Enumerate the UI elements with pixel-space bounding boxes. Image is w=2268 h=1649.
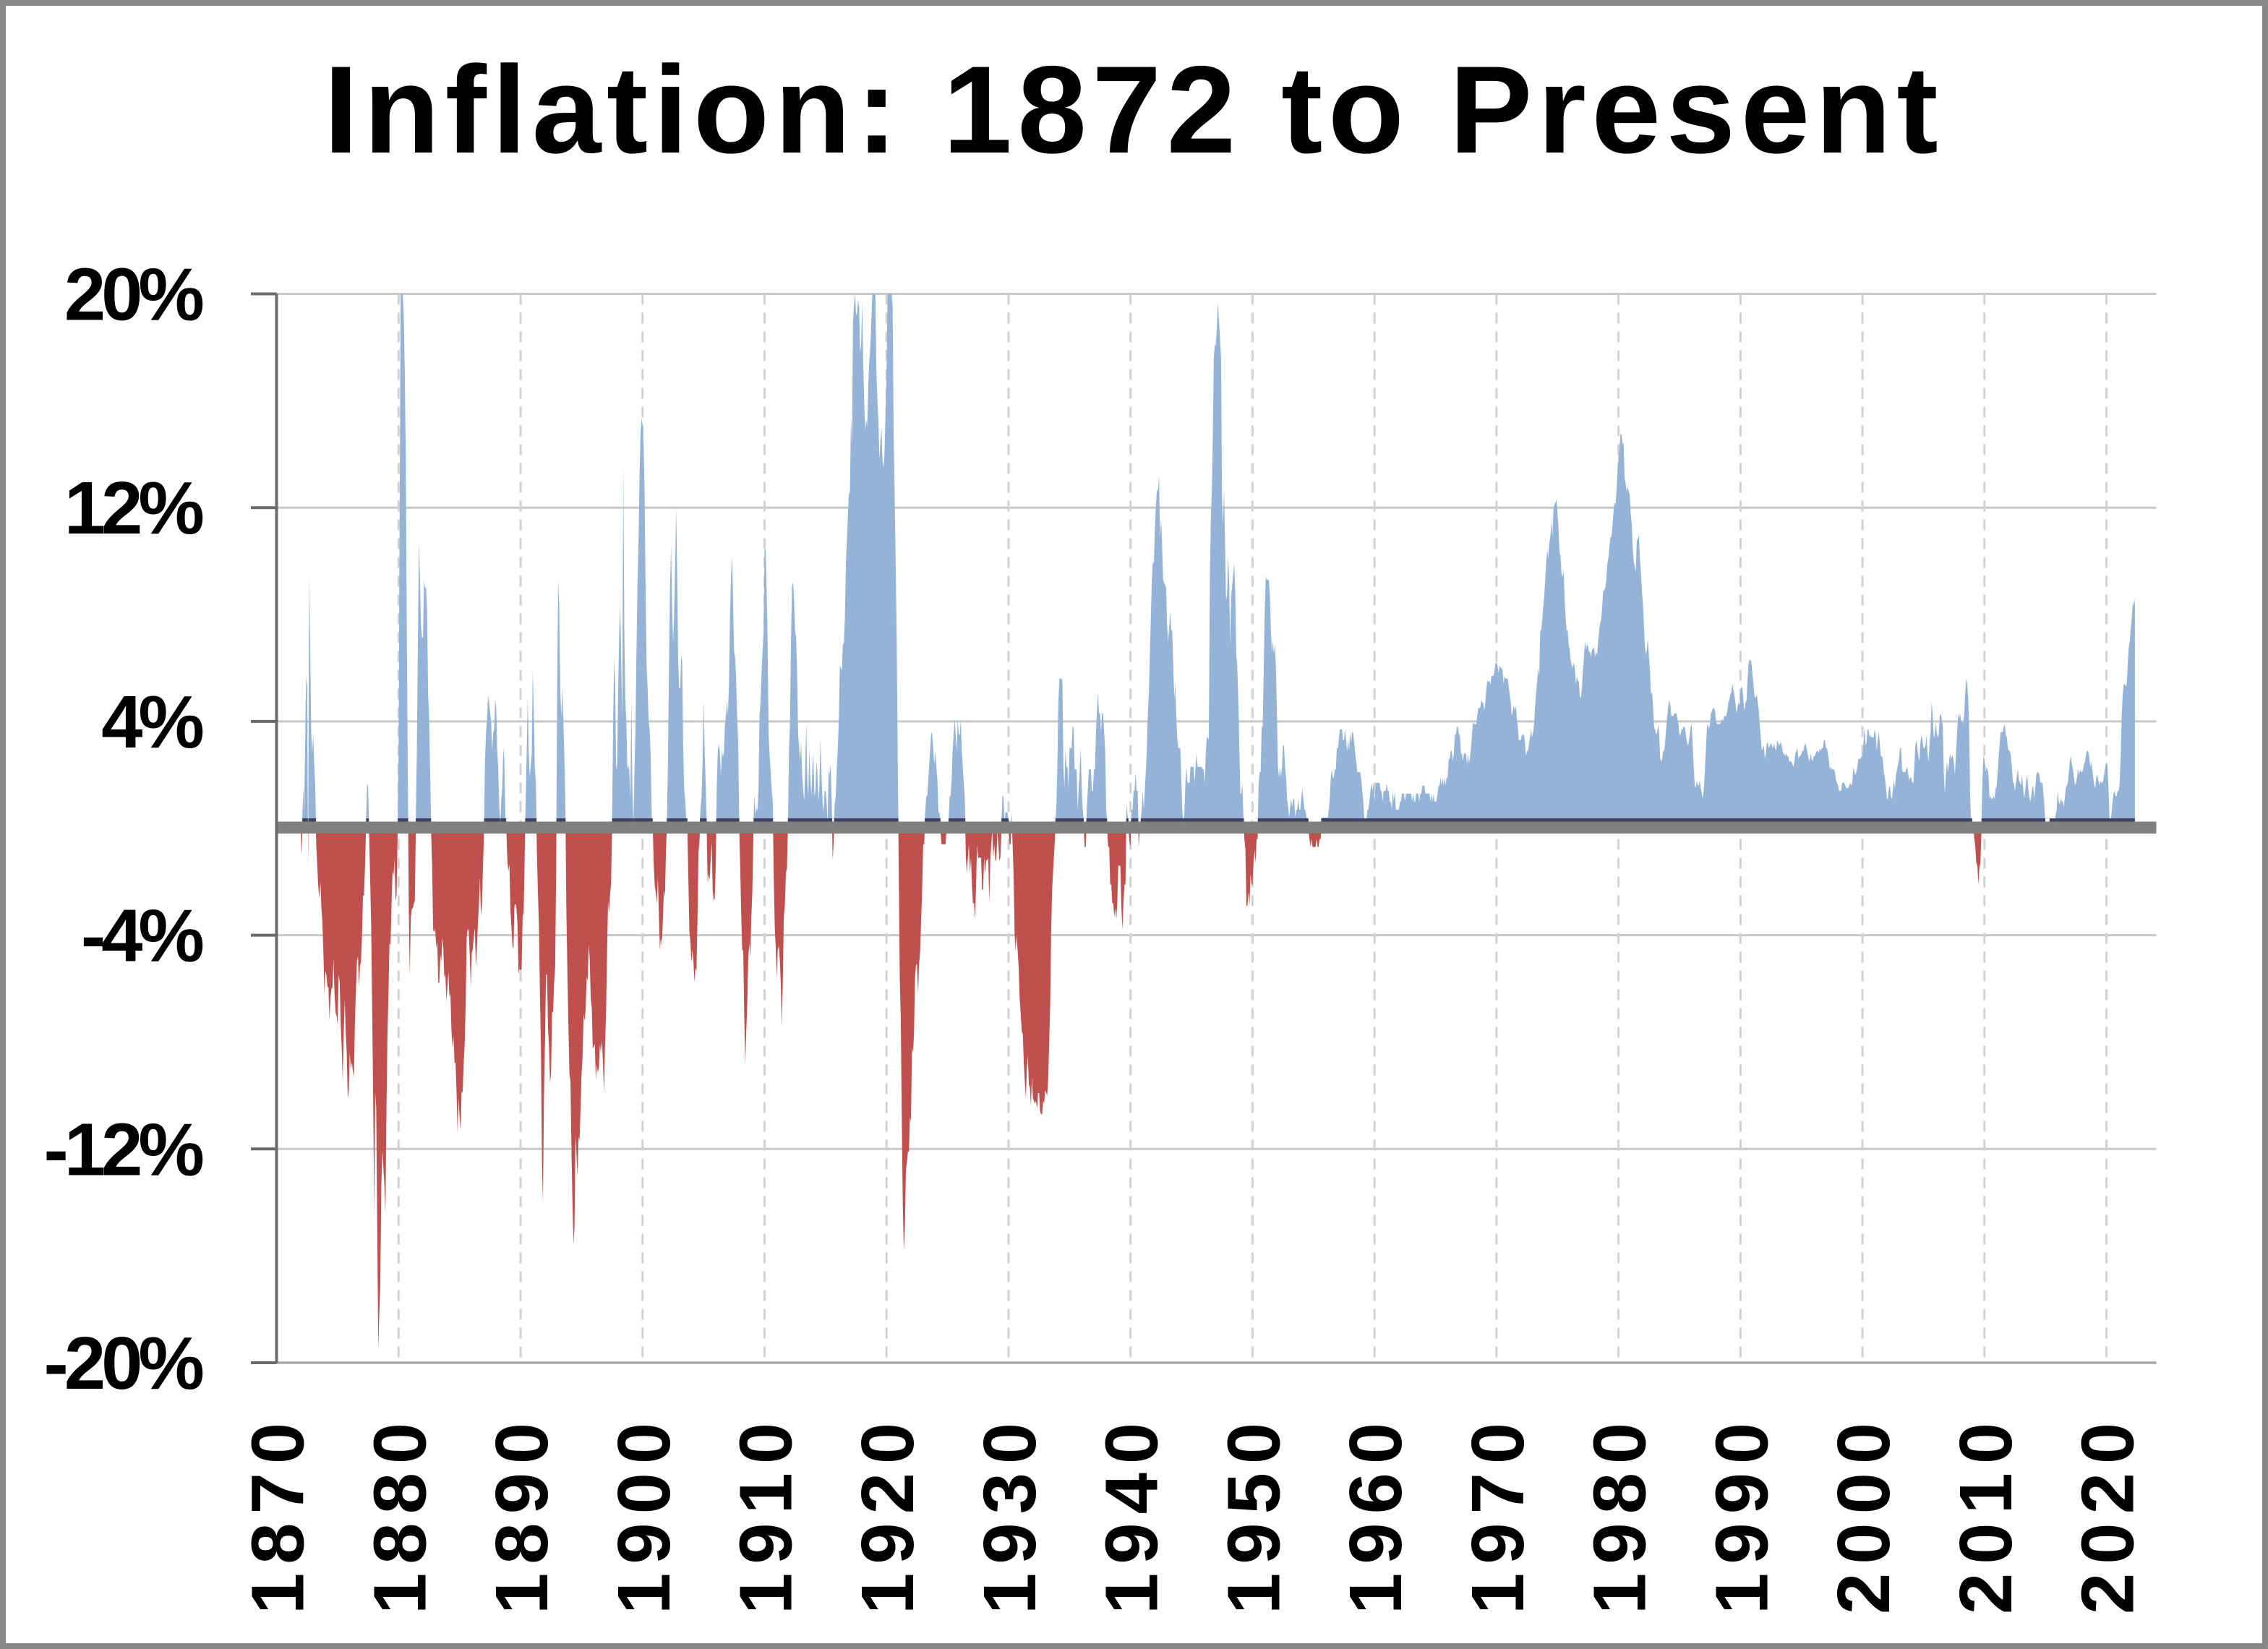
svg-text:4%: 4%: [101, 680, 202, 763]
svg-text:1900: 1900: [602, 1414, 685, 1614]
svg-text:1990: 1990: [1700, 1414, 1783, 1614]
svg-text:-20%: -20%: [44, 1322, 203, 1405]
svg-text:12%: 12%: [64, 466, 203, 549]
svg-text:1950: 1950: [1212, 1414, 1295, 1614]
svg-text:1970: 1970: [1456, 1414, 1539, 1614]
svg-text:Inflation: 1872 to Present: Inflation: 1872 to Present: [324, 40, 1943, 179]
svg-text:1920: 1920: [846, 1414, 929, 1614]
svg-text:1940: 1940: [1090, 1414, 1173, 1614]
svg-text:-12%: -12%: [44, 1108, 203, 1191]
svg-text:2010: 2010: [1944, 1414, 2027, 1614]
svg-text:1910: 1910: [724, 1414, 808, 1614]
svg-text:20%: 20%: [64, 253, 203, 336]
svg-text:2020: 2020: [2066, 1414, 2149, 1614]
svg-text:1880: 1880: [358, 1414, 441, 1614]
svg-text:1930: 1930: [968, 1414, 1051, 1614]
svg-text:-4%: -4%: [81, 894, 203, 977]
svg-text:1890: 1890: [480, 1414, 563, 1614]
svg-text:1980: 1980: [1578, 1414, 1661, 1614]
svg-text:2000: 2000: [1822, 1414, 1905, 1614]
svg-text:1960: 1960: [1334, 1414, 1417, 1614]
svg-text:1870: 1870: [236, 1414, 320, 1614]
